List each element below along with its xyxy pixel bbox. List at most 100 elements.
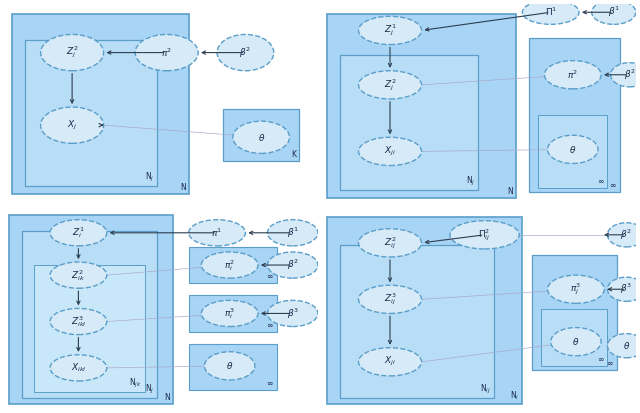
Text: $Z_{ij}^3$: $Z_{ij}^3$ [384,292,396,307]
Text: $\pi_j^3$: $\pi_j^3$ [570,282,582,297]
Text: N$_{ij}$: N$_{ij}$ [480,383,491,396]
Ellipse shape [548,135,598,164]
FancyBboxPatch shape [9,215,173,404]
FancyBboxPatch shape [327,14,516,198]
Ellipse shape [189,220,245,246]
Text: $\beta^2$: $\beta^2$ [287,258,299,272]
Ellipse shape [450,221,519,249]
Text: N: N [507,187,513,196]
Text: $\pi^1$: $\pi^1$ [211,227,223,239]
Ellipse shape [358,16,422,45]
Text: $\theta$: $\theta$ [569,144,577,155]
Text: $\infty$: $\infty$ [266,320,274,330]
FancyBboxPatch shape [189,344,277,390]
Text: $\pi^2$: $\pi^2$ [567,69,579,81]
Text: N$_j$: N$_j$ [466,175,475,188]
FancyBboxPatch shape [223,109,299,161]
FancyBboxPatch shape [340,55,478,190]
Ellipse shape [268,220,318,246]
FancyBboxPatch shape [340,245,494,398]
Text: $X_j$: $X_j$ [67,119,77,132]
Text: N: N [164,393,170,402]
Ellipse shape [358,71,422,99]
Text: N$_j$: N$_j$ [145,383,154,396]
Text: $Z_j^2$: $Z_j^2$ [384,77,396,93]
Ellipse shape [40,107,104,143]
Text: $\pi_i^2$: $\pi_i^2$ [224,258,236,273]
Text: N$_j$: N$_j$ [145,171,154,184]
Text: $\infty$: $\infty$ [596,177,604,186]
Ellipse shape [50,355,107,381]
Ellipse shape [551,328,601,356]
Ellipse shape [217,34,274,71]
Text: $\theta$: $\theta$ [572,336,580,347]
Text: $\pi_i^3$: $\pi_i^3$ [224,306,236,321]
Ellipse shape [548,275,604,304]
Text: $X_{ji}$: $X_{ji}$ [384,355,396,368]
Ellipse shape [611,63,640,87]
Ellipse shape [202,300,258,327]
Text: $\beta^3$: $\beta^3$ [287,306,299,320]
Ellipse shape [233,121,289,153]
FancyBboxPatch shape [25,40,157,186]
Ellipse shape [40,34,104,71]
Text: $Z_{ij}^2$: $Z_{ij}^2$ [384,235,396,251]
Text: $\infty$: $\infty$ [596,355,604,364]
Text: N$_i$: N$_i$ [510,389,519,402]
Ellipse shape [268,252,318,278]
Text: N$_{jk}$: N$_{jk}$ [129,377,141,390]
Ellipse shape [522,0,579,24]
Text: $\beta^3$: $\beta^3$ [620,282,632,297]
FancyBboxPatch shape [538,115,607,188]
Text: K: K [291,150,296,159]
Text: $\theta$: $\theta$ [257,132,265,143]
Ellipse shape [358,137,422,166]
Ellipse shape [268,300,318,327]
Text: $\beta^2$: $\beta^2$ [620,228,632,242]
FancyBboxPatch shape [22,231,157,398]
FancyBboxPatch shape [529,38,620,192]
Ellipse shape [135,34,198,71]
FancyBboxPatch shape [327,217,522,404]
Text: $\pi^2$: $\pi^2$ [161,46,172,59]
Ellipse shape [358,229,422,257]
Text: N: N [180,183,186,192]
FancyBboxPatch shape [189,247,277,283]
Text: $Z_j^1$: $Z_j^1$ [384,23,396,38]
Text: $\Pi^1$: $\Pi^1$ [545,6,557,19]
Ellipse shape [358,348,422,376]
Ellipse shape [50,220,107,246]
FancyBboxPatch shape [189,295,277,332]
Text: $\infty$: $\infty$ [266,379,274,388]
Ellipse shape [607,223,640,247]
FancyBboxPatch shape [541,309,607,366]
Text: $\infty$: $\infty$ [266,272,274,281]
Text: $\theta$: $\theta$ [623,340,630,351]
Ellipse shape [592,0,636,24]
Ellipse shape [545,61,601,89]
Text: $X_{ikl}$: $X_{ikl}$ [70,362,86,374]
Text: $Z_{ikl}^3$: $Z_{ikl}^3$ [70,314,86,329]
Ellipse shape [50,309,107,335]
FancyBboxPatch shape [35,265,145,392]
FancyBboxPatch shape [532,255,617,370]
Ellipse shape [202,252,258,278]
Ellipse shape [607,277,640,301]
Text: $\beta^1$: $\beta^1$ [287,225,299,240]
Text: $\Pi_{ij}^2$: $\Pi_{ij}^2$ [478,227,491,242]
FancyBboxPatch shape [12,14,189,194]
Text: $Z_{ik}^2$: $Z_{ik}^2$ [72,268,85,282]
Text: $\infty$: $\infty$ [609,181,617,190]
Ellipse shape [607,334,640,358]
Text: $\beta^1$: $\beta^1$ [608,5,620,19]
Ellipse shape [50,262,107,288]
Ellipse shape [204,352,255,380]
Text: $Z_j^2$: $Z_j^2$ [66,45,78,60]
Text: $X_{ji}$: $X_{ji}$ [384,145,396,158]
Text: $Z_i^1$: $Z_i^1$ [72,225,84,240]
Text: $\beta^2$: $\beta^2$ [623,68,636,82]
Ellipse shape [358,285,422,313]
Text: $\theta$: $\theta$ [226,361,234,371]
Text: $\infty$: $\infty$ [606,359,614,368]
Text: $\beta^2$: $\beta^2$ [239,45,252,60]
